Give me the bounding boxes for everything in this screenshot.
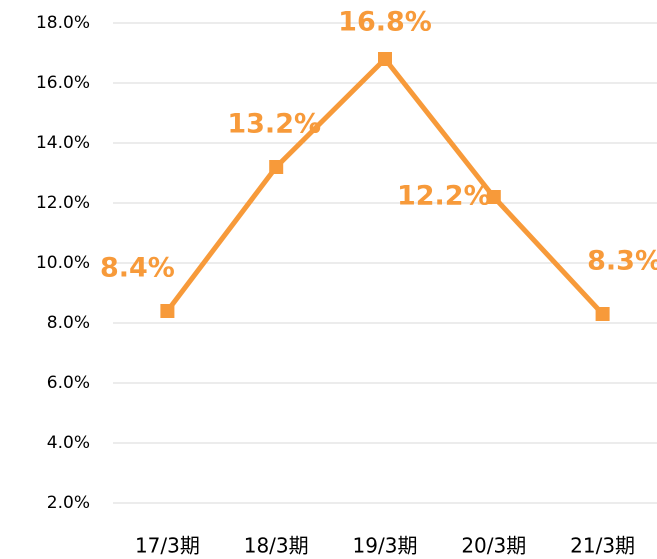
- y-tick-label: 4.0%: [47, 433, 90, 453]
- point-marker: [269, 160, 284, 174]
- y-tick-label: 18.0%: [36, 13, 90, 33]
- point-marker: [160, 304, 175, 318]
- data-label: 12.2%: [397, 181, 491, 212]
- x-tick-label: 18/3期: [244, 534, 309, 558]
- y-tick-label: 2.0%: [47, 493, 90, 513]
- series-line: [165, 56, 605, 316]
- data-label: 13.2%: [227, 109, 321, 140]
- y-tick-label: 6.0%: [47, 373, 90, 393]
- data-label: 8.3%: [587, 246, 657, 277]
- y-tick-label: 8.0%: [47, 313, 90, 333]
- point-marker: [595, 307, 610, 321]
- y-tick-label: 16.0%: [36, 73, 90, 93]
- data-label: 8.4%: [100, 253, 175, 284]
- x-tick-label: 20/3期: [461, 534, 526, 558]
- x-tick-label: 19/3期: [353, 534, 418, 558]
- point-marker: [378, 52, 392, 66]
- point-marker: [486, 190, 501, 204]
- y-tick-label: 14.0%: [36, 133, 90, 153]
- y-tick-label: 12.0%: [36, 193, 90, 213]
- x-tick-label: 17/3期: [135, 534, 200, 558]
- y-tick-label: 10.0%: [36, 253, 90, 273]
- x-tick-label: 21/3期: [570, 534, 635, 558]
- data-label: 16.8%: [338, 7, 432, 38]
